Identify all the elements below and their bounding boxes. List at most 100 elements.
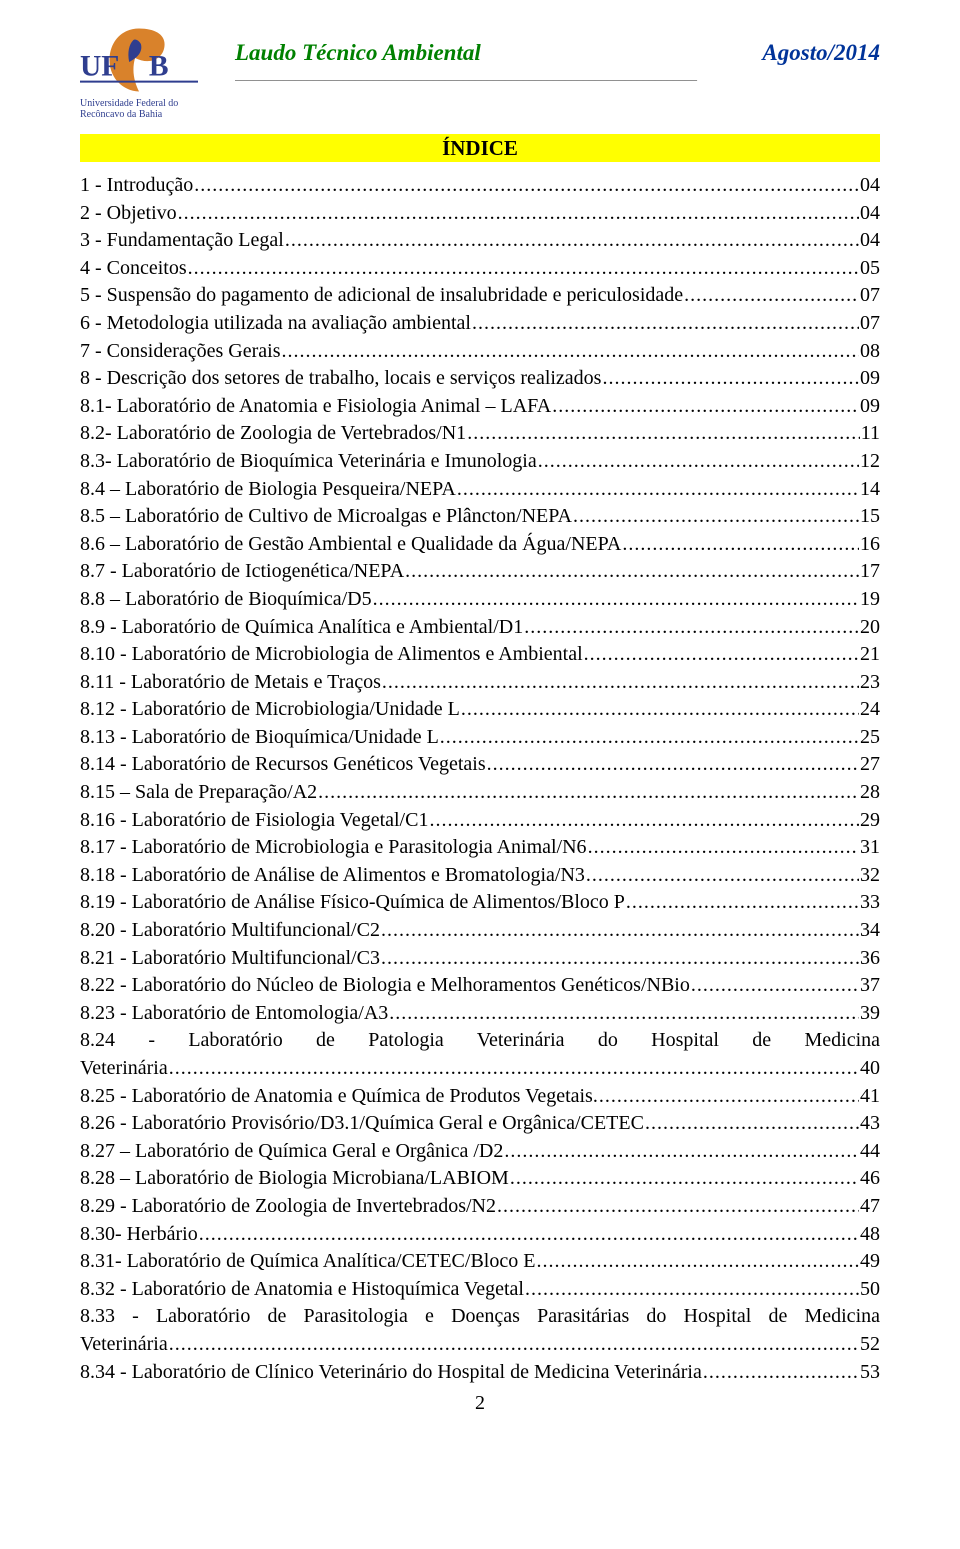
toc-label: 8.32 - Laboratório de Anatomia e Histoqu… [80, 1276, 524, 1304]
toc-page: 09 [860, 365, 880, 393]
toc-leader-dots [504, 1138, 859, 1166]
toc-label: 8.18 - Laboratório de Análise de Aliment… [80, 862, 585, 890]
toc-page: 04 [860, 227, 880, 255]
toc-label: 8.30- Herbário [80, 1221, 198, 1249]
document-title: Laudo Técnico Ambiental [235, 40, 481, 66]
toc-label: 8.29 - Laboratório de Zoologia de Invert… [80, 1193, 496, 1221]
toc-label: 8.22 - Laboratório do Núcleo de Biologia… [80, 972, 690, 1000]
logo-caption-line1: Universidade Federal do [80, 98, 178, 109]
toc-page: 36 [860, 945, 880, 973]
toc-label: 8.31- Laboratório de Química Analítica/C… [80, 1248, 535, 1276]
toc-entry: 4 - Conceitos 05 [80, 255, 880, 283]
toc-leader-dots [169, 1055, 859, 1083]
toc-page: 04 [860, 200, 880, 228]
header-title-row: Laudo Técnico Ambiental Agosto/2014 [235, 40, 880, 66]
toc-entry: 8.14 - Laboratório de Recursos Genéticos… [80, 751, 880, 779]
toc-entry: 8.16 - Laboratório de Fisiologia Vegetal… [80, 807, 880, 835]
toc-entry: 8.23 - Laboratório de Entomologia/A339 [80, 1000, 880, 1028]
toc-page: 47 [860, 1193, 880, 1221]
toc-entry: 8.2- Laboratório de Zoologia de Vertebra… [80, 420, 880, 448]
toc-label: 8.2- Laboratório de Zoologia de Vertebra… [80, 420, 466, 448]
toc-leader-dots [497, 1193, 859, 1221]
toc-leader-dots [586, 862, 859, 890]
toc-entry: 8.13 - Laboratório de Bioquímica/Unidade… [80, 724, 880, 752]
toc-page: 43 [860, 1110, 880, 1138]
toc-leader-dots [169, 1331, 859, 1359]
toc-leader-dots [188, 255, 859, 283]
toc-label: 1 - Introdução [80, 172, 193, 200]
toc-continuation: Veterinária40 [80, 1055, 880, 1083]
toc-leader-dots [467, 420, 860, 448]
document-page: UF B Universidade Federal do Recôncavo d… [0, 0, 960, 1445]
toc-entry: 8.19 - Laboratório de Análise Físico-Quí… [80, 889, 880, 917]
toc-entry: 7 - Considerações Gerais08 [80, 338, 880, 366]
toc-leader-dots [645, 1110, 859, 1138]
index-heading: ÍNDICE [80, 134, 880, 162]
toc-page: 07 [860, 310, 880, 338]
toc-leader-dots [536, 1248, 859, 1276]
toc-entry: 6 - Metodologia utilizada na avaliação a… [80, 310, 880, 338]
toc-label: 4 - Conceitos [80, 255, 187, 283]
toc-label: 8.15 – Sala de Preparação/A2 [80, 779, 317, 807]
page-header: UF B Universidade Federal do Recôncavo d… [80, 22, 880, 120]
toc-label: Veterinária [80, 1055, 168, 1083]
toc-label: 8.4 – Laboratório de Biologia Pesqueira/… [80, 476, 456, 504]
toc-leader-dots [382, 669, 859, 697]
header-rule: ________________________________________… [235, 68, 880, 83]
toc-label: 6 - Metodologia utilizada na avaliação a… [80, 310, 471, 338]
toc-label: 8.16 - Laboratório de Fisiologia Vegetal… [80, 807, 428, 835]
toc-page: 46 [860, 1165, 880, 1193]
toc-label: 8.14 - Laboratório de Recursos Genéticos… [80, 751, 486, 779]
toc-page: 28 [860, 779, 880, 807]
header-center: Laudo Técnico Ambiental Agosto/2014 ____… [235, 22, 880, 83]
toc-leader-dots [429, 807, 859, 835]
table-of-contents: 1 - Introdução042 - Objetivo043 - Fundam… [80, 172, 880, 1386]
toc-leader-dots [472, 310, 859, 338]
toc-entry: 8.18 - Laboratório de Análise de Aliment… [80, 862, 880, 890]
toc-entry: 8.24 - Laboratório de Patologia Veteriná… [80, 1027, 880, 1082]
toc-entry: 8.27 – Laboratório de Química Geral e Or… [80, 1138, 880, 1166]
toc-label: 5 - Suspensão do pagamento de adicional … [80, 282, 683, 310]
toc-leader-dots [381, 945, 859, 973]
toc-entry: 8.6 – Laboratório de Gestão Ambiental e … [80, 531, 880, 559]
toc-page: 23 [860, 669, 880, 697]
svg-text:B: B [149, 51, 169, 83]
logo-caption-line2: Recôncavo da Bahia [80, 109, 162, 120]
toc-page: 14 [860, 476, 880, 504]
toc-label: 8.28 – Laboratório de Biologia Microbian… [80, 1165, 509, 1193]
toc-page: 34 [860, 917, 880, 945]
toc-leader-dots [552, 393, 859, 421]
toc-page: 39 [860, 1000, 880, 1028]
toc-page: 32 [860, 862, 880, 890]
toc-entry: 8.8 – Laboratório de Bioquímica/D519 [80, 586, 880, 614]
toc-page: 05 [860, 255, 880, 283]
toc-leader-dots [457, 476, 859, 504]
toc-leader-dots [510, 1165, 859, 1193]
toc-label: 8.26 - Laboratório Provisório/D3.1/Quími… [80, 1110, 644, 1138]
toc-continuation: Veterinária52 [80, 1331, 880, 1359]
toc-entry: 8.10 - Laboratório de Microbiologia de A… [80, 641, 880, 669]
toc-entry: 8.32 - Laboratório de Anatomia e Histoqu… [80, 1276, 880, 1304]
toc-label: 8.24 - Laboratório de Patologia Veteriná… [80, 1027, 880, 1055]
toc-leader-dots [178, 200, 859, 228]
toc-label: 8.21 - Laboratório Multifuncional/C3 [80, 945, 380, 973]
toc-leader-dots [573, 503, 859, 531]
toc-entry: 8 - Descrição dos setores de trabalho, l… [80, 365, 880, 393]
toc-label: 8.11 - Laboratório de Metais e Traços [80, 669, 381, 697]
toc-label: 8.34 - Laboratório de Clínico Veterinári… [80, 1359, 702, 1387]
toc-entry: 8.33 - Laboratório de Parasitologia e Do… [80, 1303, 880, 1358]
toc-label: 8.3- Laboratório de Bioquímica Veterinár… [80, 448, 537, 476]
toc-leader-dots [199, 1221, 859, 1249]
toc-label: 8.27 – Laboratório de Química Geral e Or… [80, 1138, 503, 1166]
toc-entry: 8.9 - Laboratório de Química Analítica e… [80, 614, 880, 642]
toc-entry: 3 - Fundamentação Legal04 [80, 227, 880, 255]
toc-page: 25 [860, 724, 880, 752]
toc-leader-dots [487, 751, 859, 779]
toc-leader-dots [602, 365, 859, 393]
toc-entry: 8.28 – Laboratório de Biologia Microbian… [80, 1165, 880, 1193]
toc-page: 08 [860, 338, 880, 366]
toc-label: 8.10 - Laboratório de Microbiologia de A… [80, 641, 583, 669]
toc-entry: 8.22 - Laboratório do Núcleo de Biologia… [80, 972, 880, 1000]
toc-entry: 8.17 - Laboratório de Microbiologia e Pa… [80, 834, 880, 862]
toc-leader-dots [285, 227, 859, 255]
